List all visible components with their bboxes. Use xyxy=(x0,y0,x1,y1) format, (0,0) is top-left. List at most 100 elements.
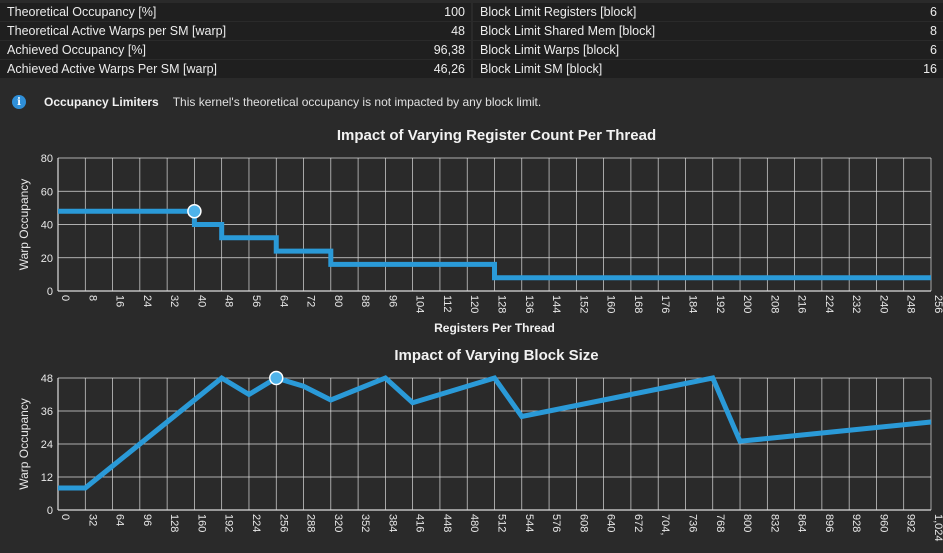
x-tick-label: 0 xyxy=(59,514,71,520)
x-tick-label: 544 xyxy=(523,514,535,532)
metric-row: Theoretical Active Warps per SM [warp] 48 xyxy=(0,22,471,40)
metric-row: Block Limit Warps [block] 6 xyxy=(473,41,943,59)
metric-row: Block Limit Shared Mem [block] 8 xyxy=(473,22,943,40)
x-tick-label: 120 xyxy=(468,295,480,313)
x-tick-label: 16 xyxy=(114,295,126,307)
x-tick-label: 200 xyxy=(741,295,753,313)
x-axis-label: Registers Per Thread xyxy=(434,321,555,335)
y-tick-label: 20 xyxy=(41,253,53,265)
metric-value: 96,38 xyxy=(433,43,465,57)
x-tick-label: 416 xyxy=(414,514,426,532)
metric-label: Block Limit Warps [block] xyxy=(480,43,620,57)
x-tick-label: 72 xyxy=(305,295,317,307)
metric-value: 8 xyxy=(930,24,937,38)
x-tick-label: 176 xyxy=(659,295,671,313)
occupancy-series-line xyxy=(58,374,932,491)
x-tick-label: 64 xyxy=(114,514,126,526)
metric-label: Achieved Occupancy [%] xyxy=(7,43,146,57)
occupancy-limiters: i Occupancy Limiters This kernel's theor… xyxy=(12,94,541,110)
x-tick-label: 352 xyxy=(359,514,371,532)
metric-value: 6 xyxy=(930,43,937,57)
metric-value: 48 xyxy=(451,24,465,38)
x-tick-label: 24 xyxy=(141,295,153,307)
x-tick-label: 240 xyxy=(877,295,889,313)
metric-value: 6 xyxy=(930,5,937,19)
x-tick-label: 576 xyxy=(550,514,562,532)
x-tick-label: 896 xyxy=(823,514,835,532)
info-icon[interactable]: i xyxy=(12,95,26,109)
x-tick-label: 112 xyxy=(441,295,453,313)
x-tick-label: 640 xyxy=(605,514,617,532)
metric-label: Achieved Active Warps Per SM [warp] xyxy=(7,62,218,76)
x-tick-label: 168 xyxy=(632,295,644,313)
x-tick-label: 160 xyxy=(195,514,207,532)
x-tick-label: 184 xyxy=(686,295,698,313)
x-tick-label: 32 xyxy=(86,514,98,526)
x-tick-label: 832 xyxy=(768,514,780,532)
metric-label: Block Limit Registers [block] xyxy=(480,5,637,19)
x-tick-label: 224 xyxy=(823,295,835,313)
register-count-chart: Impact of Varying Register Count Per Thr… xyxy=(17,127,943,335)
x-tick-label: 320 xyxy=(332,514,344,532)
current-config-marker xyxy=(187,203,202,219)
x-tick-label: 88 xyxy=(359,295,371,307)
metric-label: Theoretical Occupancy [%] xyxy=(7,5,157,19)
metric-row: Block Limit SM [block] 16 xyxy=(473,60,943,78)
x-tick-label: 192 xyxy=(223,514,235,532)
x-tick-label: 64 xyxy=(277,295,289,307)
x-tick-label: 96 xyxy=(141,514,153,526)
x-tick-label: 48 xyxy=(223,295,235,307)
metric-label: Block Limit Shared Mem [block] xyxy=(480,24,656,38)
x-tick-label: 704, xyxy=(659,514,671,535)
x-tick-label: 480 xyxy=(468,514,480,532)
y-tick-label: 36 xyxy=(41,406,53,418)
x-tick-label: 128 xyxy=(168,514,180,532)
x-tick-label: 192 xyxy=(714,295,726,313)
metric-value: 100 xyxy=(444,5,465,19)
x-tick-label: 128 xyxy=(496,295,508,313)
x-tick-label: 224 xyxy=(250,514,262,532)
x-tick-label: 768 xyxy=(714,514,726,532)
occupancy-series-line xyxy=(58,208,931,281)
chart-title: Impact of Varying Block Size xyxy=(394,347,598,364)
x-tick-label: 160 xyxy=(605,295,617,313)
x-tick-label: 256 xyxy=(277,514,289,532)
metric-value: 46,26 xyxy=(433,62,465,76)
metric-row: Achieved Occupancy [%] 96,38 xyxy=(0,41,471,59)
x-tick-label: 96 xyxy=(386,295,398,307)
y-tick-label: 24 xyxy=(41,439,53,451)
x-tick-label: 448 xyxy=(441,514,453,532)
x-tick-label: 144 xyxy=(550,295,562,313)
x-tick-label: 0 xyxy=(59,295,71,301)
metric-row: Theoretical Occupancy [%] 100 xyxy=(0,3,471,21)
x-tick-label: 232 xyxy=(850,295,862,313)
x-tick-label: 152 xyxy=(577,295,589,313)
metrics-left-column: Theoretical Occupancy [%] 100 Theoretical… xyxy=(0,3,471,79)
x-tick-label: 384 xyxy=(386,514,398,532)
metric-label: Block Limit SM [block] xyxy=(480,62,603,76)
y-tick-label: 60 xyxy=(41,186,53,198)
x-tick-label: 256 xyxy=(932,295,943,313)
x-tick-label: 56 xyxy=(250,295,262,307)
x-tick-label: 960 xyxy=(877,514,889,532)
y-tick-label: 0 xyxy=(47,286,53,298)
x-tick-label: 1,024 xyxy=(932,514,943,542)
limiters-text: This kernel's theoretical occupancy is n… xyxy=(172,95,542,109)
x-tick-label: 32 xyxy=(168,295,180,307)
x-tick-label: 992 xyxy=(905,514,917,532)
y-axis-label: Warp Occupancy xyxy=(17,179,31,271)
x-tick-label: 512 xyxy=(496,514,508,532)
metrics-table: Theoretical Occupancy [%] 100 Theoretical… xyxy=(0,3,943,79)
x-tick-label: 208 xyxy=(768,295,780,313)
y-tick-label: 48 xyxy=(41,373,53,385)
y-tick-label: 12 xyxy=(41,472,53,484)
y-axis-label: Warp Occupancy xyxy=(17,398,31,490)
x-tick-label: 736 xyxy=(686,514,698,532)
x-tick-label: 608 xyxy=(577,514,589,532)
y-tick-label: 0 xyxy=(47,505,53,517)
x-tick-label: 672 xyxy=(632,514,644,532)
y-tick-label: 40 xyxy=(41,220,53,232)
x-tick-label: 248 xyxy=(905,295,917,313)
x-tick-label: 136 xyxy=(523,295,535,313)
x-tick-label: 216 xyxy=(796,295,808,313)
